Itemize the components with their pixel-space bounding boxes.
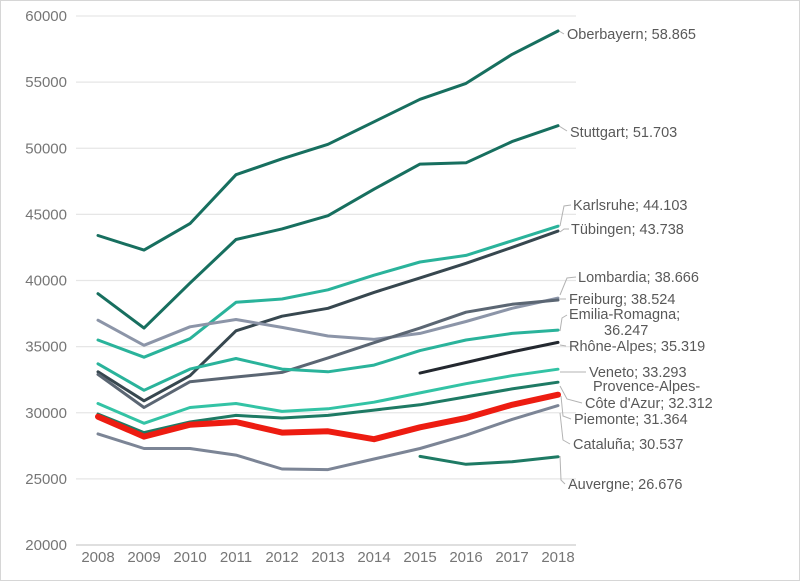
series-line-veneto <box>96 367 560 425</box>
series-line-auvergne <box>418 454 560 466</box>
leader-line <box>559 228 569 233</box>
y-tick-label: 55000 <box>25 74 67 91</box>
y-tick-label: 60000 <box>25 8 67 25</box>
x-tick-label: 2013 <box>311 549 344 566</box>
series-line-catalu-a <box>96 404 560 472</box>
series-end-label: Freiburg; 38.524 <box>569 292 675 308</box>
series-end-label: 36.247 <box>604 323 648 339</box>
x-tick-label: 2017 <box>495 549 528 566</box>
series-end-label: Côte d'Azur; 32.312 <box>585 396 713 412</box>
leader-line <box>559 412 571 445</box>
x-tick-label: 2011 <box>220 549 252 566</box>
series-end-label: Karlsruhe; 44.103 <box>573 198 687 214</box>
series-end-label: Veneto; 33.293 <box>589 365 687 381</box>
y-tick-label: 30000 <box>25 405 67 422</box>
series-end-label: Auvergne; 26.676 <box>568 477 682 493</box>
series-line-lombardia <box>96 296 560 347</box>
series-lines <box>95 29 561 472</box>
y-axis-tick-labels: 60000 55000 50000 45000 40000 35000 30000 25000… <box>25 8 67 554</box>
x-tick-label: 2010 <box>173 549 206 566</box>
y-tick-label: 35000 <box>25 339 67 356</box>
y-tick-label: 50000 <box>25 140 67 157</box>
series-labels: Oberbayern; 58.865 Stuttgart; 51.703 Karls… <box>567 27 713 493</box>
series-end-label: Stuttgart; 51.703 <box>570 125 677 141</box>
leader-line <box>560 395 572 420</box>
x-tick-label: 2016 <box>449 549 482 566</box>
y-tick-label: 25000 <box>25 471 67 488</box>
leader-line <box>559 455 566 485</box>
series-end-label: Provence-Alpes- <box>593 379 700 395</box>
x-tick-label: 2018 <box>541 549 574 566</box>
x-tick-label: 2015 <box>403 549 436 566</box>
series-line-piemonte <box>95 391 561 443</box>
x-axis-tick-labels: 2008 2009 2010 2011 2012 2013 2014 2015 2016 2017… <box>81 549 574 566</box>
series-end-label: Rhône-Alpes; 35.319 <box>569 339 705 355</box>
y-tick-label: 20000 <box>25 537 67 554</box>
leader-line <box>559 344 567 347</box>
series-line-rh-ne-alpes <box>418 340 560 375</box>
leader-line <box>559 385 583 404</box>
y-tick-label: 45000 <box>25 206 67 223</box>
series-line-freiburg <box>96 298 560 409</box>
series-line-oberbayern <box>96 29 560 252</box>
label-leader-lines <box>558 30 586 485</box>
x-tick-label: 2008 <box>81 549 114 566</box>
leader-line <box>559 204 572 227</box>
series-end-label: Oberbayern; 58.865 <box>567 27 696 43</box>
leader-line <box>559 314 568 332</box>
x-tick-label: 2014 <box>357 549 390 566</box>
series-end-label: Tübingen; 43.738 <box>571 222 684 238</box>
gridlines <box>76 15 576 546</box>
series-line-t-bingen <box>96 229 560 403</box>
series-line-stuttgart <box>96 124 560 330</box>
series-line-emilia-romagna <box>96 328 560 392</box>
series-line-karlsruhe <box>96 224 560 359</box>
leader-line <box>558 125 568 132</box>
series-end-label: Emilia-Romagna; <box>569 307 680 323</box>
leader-line <box>558 30 565 35</box>
x-tick-label: 2012 <box>265 549 298 566</box>
series-end-label: Cataluña; 30.537 <box>573 437 683 453</box>
series-line-provence-alpes-c-te-d-azur <box>96 380 560 435</box>
y-tick-label: 40000 <box>25 273 67 290</box>
series-end-label: Lombardia; 38.666 <box>578 270 699 286</box>
leader-line <box>559 276 577 296</box>
series-end-label: Piemonte; 31.364 <box>574 412 688 428</box>
x-tick-label: 2009 <box>127 549 160 566</box>
